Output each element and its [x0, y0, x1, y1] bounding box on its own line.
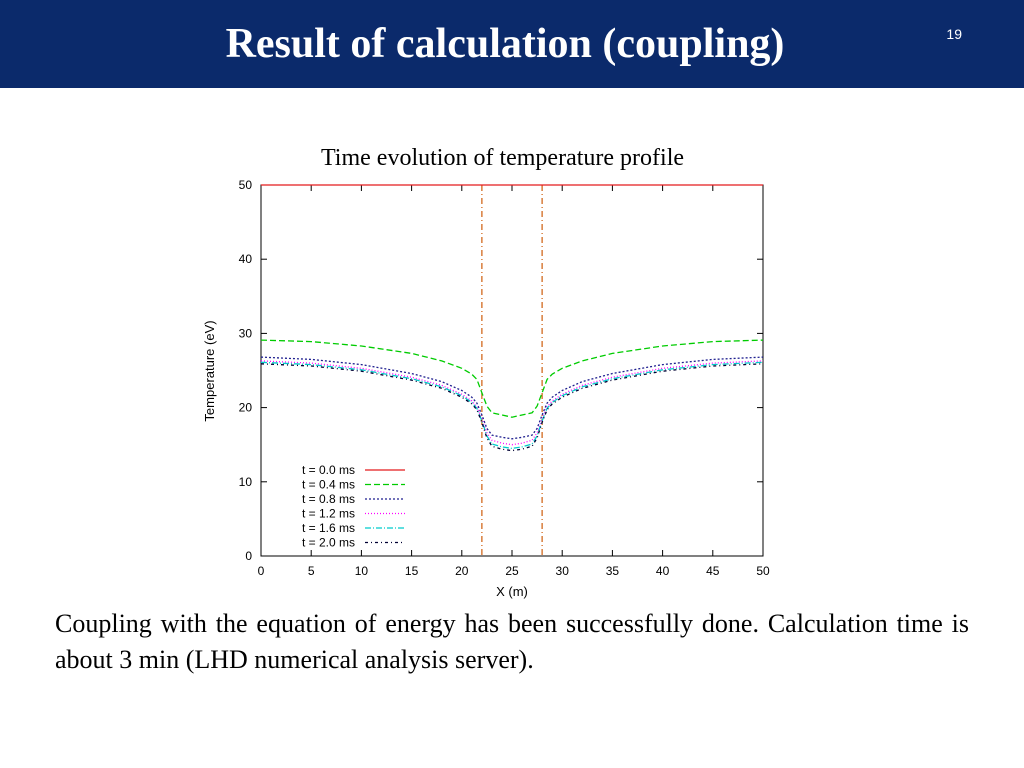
series-line-5 [260, 363, 764, 452]
x-tick-label: 35 [606, 564, 620, 578]
x-tick-label: 45 [706, 564, 720, 578]
y-tick-label: 20 [239, 401, 253, 415]
x-tick-label: 40 [656, 564, 670, 578]
x-tick-label: 20 [455, 564, 469, 578]
slide-header: Result of calculation (coupling) 19 [0, 0, 1024, 88]
series-line-4 [260, 361, 764, 450]
legend-label: t = 1.6 ms [302, 521, 355, 535]
temperature-chart: 0 5 10 15 20 25 30 35 40 45 50 0 10 20 30 40 50 t = 0.0 … [202, 178, 770, 599]
series-line-2 [260, 356, 764, 440]
legend-label: t = 0.0 ms [302, 463, 355, 477]
y-axis-label: Temperature (eV) [202, 320, 217, 421]
x-tick-label: 15 [405, 564, 419, 578]
y-tick-label: 50 [239, 178, 253, 192]
slide-title: Result of calculation (coupling) [225, 21, 785, 67]
x-tick-label: 50 [756, 564, 770, 578]
legend-label: t = 0.8 ms [302, 492, 355, 506]
y-tick-label: 10 [239, 475, 253, 489]
page-number: 19 [946, 26, 962, 42]
legend-label: t = 0.4 ms [302, 478, 355, 492]
chart-title: Time evolution of temperature profile [320, 145, 685, 171]
series-line-3 [260, 360, 764, 446]
legend-label: t = 2.0 ms [302, 536, 355, 550]
series-line-1 [260, 339, 764, 418]
y-tick-label: 40 [239, 252, 253, 266]
x-tick-label: 5 [308, 564, 315, 578]
y-tick-label: 30 [239, 326, 253, 340]
y-tick-label: 0 [245, 549, 252, 563]
x-tick-label: 25 [505, 564, 519, 578]
legend-label: t = 1.2 ms [302, 507, 355, 521]
slide-caption: Coupling with the equation of energy has… [55, 609, 969, 674]
x-tick-label: 0 [258, 564, 265, 578]
x-tick-label: 30 [556, 564, 570, 578]
x-tick-label: 10 [355, 564, 369, 578]
x-axis-label: X (m) [496, 584, 528, 599]
